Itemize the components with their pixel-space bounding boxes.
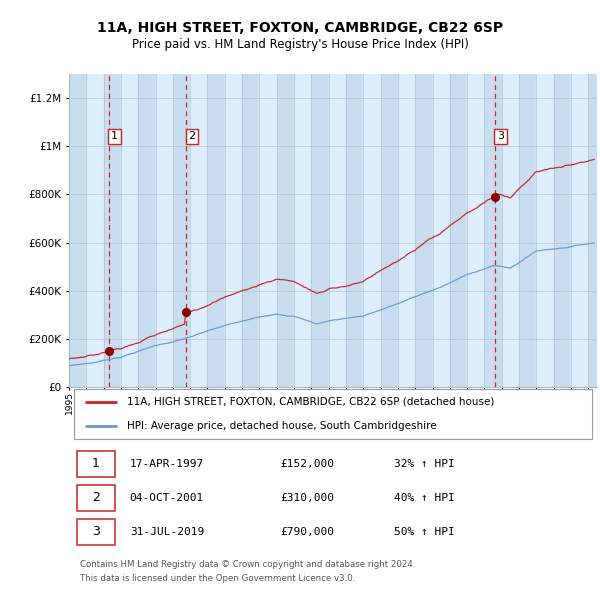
- Text: £152,000: £152,000: [280, 458, 334, 468]
- Bar: [589, 74, 600, 387]
- Text: 04-OCT-2001: 04-OCT-2001: [130, 493, 204, 503]
- Bar: [208, 74, 225, 387]
- Text: 2: 2: [92, 491, 100, 504]
- Text: 1: 1: [111, 132, 118, 142]
- Text: £790,000: £790,000: [280, 527, 334, 536]
- FancyBboxPatch shape: [77, 484, 115, 510]
- Bar: [311, 74, 329, 387]
- Bar: [121, 74, 138, 387]
- Bar: [450, 74, 467, 387]
- Text: £310,000: £310,000: [280, 493, 334, 503]
- Bar: [502, 74, 519, 387]
- Bar: [294, 74, 311, 387]
- FancyBboxPatch shape: [74, 389, 592, 439]
- Bar: [173, 74, 190, 387]
- Bar: [138, 74, 155, 387]
- Bar: [484, 74, 502, 387]
- Text: 17-APR-1997: 17-APR-1997: [130, 458, 204, 468]
- Bar: [519, 74, 536, 387]
- Text: 11A, HIGH STREET, FOXTON, CAMBRIDGE, CB22 6SP: 11A, HIGH STREET, FOXTON, CAMBRIDGE, CB2…: [97, 21, 503, 35]
- Bar: [536, 74, 554, 387]
- Bar: [155, 74, 173, 387]
- Bar: [380, 74, 398, 387]
- Bar: [225, 74, 242, 387]
- Bar: [467, 74, 484, 387]
- Text: 32% ↑ HPI: 32% ↑ HPI: [394, 458, 454, 468]
- Bar: [277, 74, 294, 387]
- Text: 2: 2: [188, 132, 196, 142]
- Bar: [398, 74, 415, 387]
- Bar: [69, 74, 86, 387]
- Bar: [190, 74, 208, 387]
- Text: Contains HM Land Registry data © Crown copyright and database right 2024.: Contains HM Land Registry data © Crown c…: [80, 560, 415, 569]
- Bar: [259, 74, 277, 387]
- Bar: [363, 74, 380, 387]
- Text: Price paid vs. HM Land Registry's House Price Index (HPI): Price paid vs. HM Land Registry's House …: [131, 38, 469, 51]
- Bar: [104, 74, 121, 387]
- Text: 3: 3: [497, 132, 504, 142]
- Text: 31-JUL-2019: 31-JUL-2019: [130, 527, 204, 536]
- Bar: [329, 74, 346, 387]
- Text: 3: 3: [92, 525, 100, 538]
- Text: 50% ↑ HPI: 50% ↑ HPI: [394, 527, 454, 536]
- Text: HPI: Average price, detached house, South Cambridgeshire: HPI: Average price, detached house, Sout…: [127, 421, 437, 431]
- Bar: [242, 74, 259, 387]
- Bar: [554, 74, 571, 387]
- Bar: [433, 74, 450, 387]
- Bar: [415, 74, 433, 387]
- Bar: [571, 74, 589, 387]
- Text: 1: 1: [92, 457, 100, 470]
- Bar: [86, 74, 104, 387]
- Bar: [346, 74, 363, 387]
- FancyBboxPatch shape: [77, 519, 115, 545]
- Text: 40% ↑ HPI: 40% ↑ HPI: [394, 493, 454, 503]
- FancyBboxPatch shape: [77, 451, 115, 477]
- Text: This data is licensed under the Open Government Licence v3.0.: This data is licensed under the Open Gov…: [80, 575, 355, 584]
- Text: 11A, HIGH STREET, FOXTON, CAMBRIDGE, CB22 6SP (detached house): 11A, HIGH STREET, FOXTON, CAMBRIDGE, CB2…: [127, 396, 494, 407]
